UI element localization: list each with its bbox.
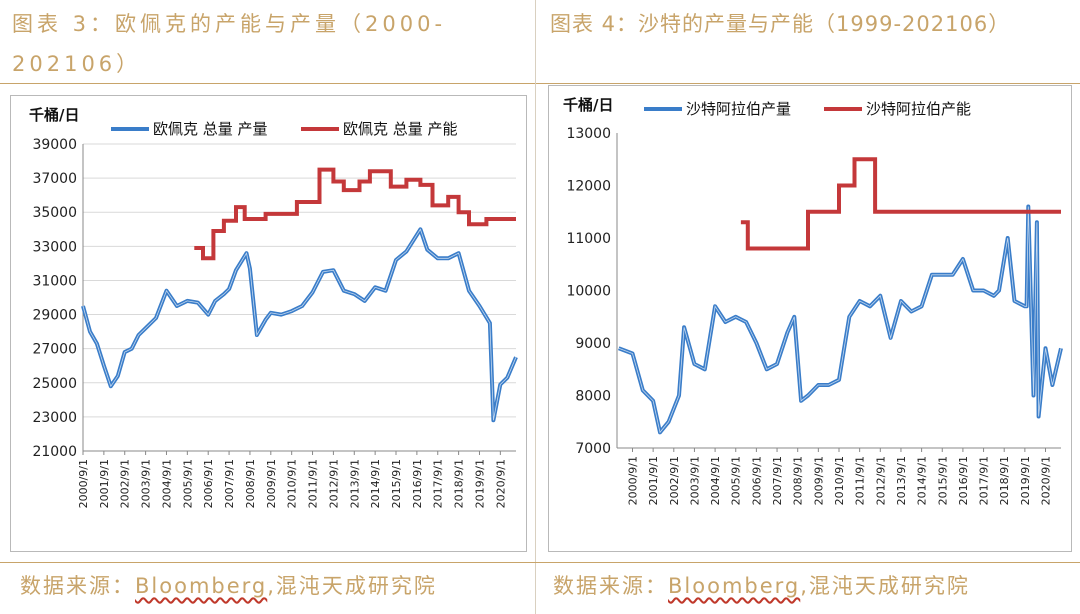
x-tick-label: 2014/9/1 <box>369 459 382 508</box>
x-tick-label: 2009/9/1 <box>265 459 278 508</box>
x-tick-label: 2000/9/1 <box>626 456 639 505</box>
y-tick-label: 39000 <box>32 137 77 153</box>
y-tick-label: 21000 <box>32 444 77 460</box>
y-tick-label: 33000 <box>32 239 77 255</box>
source-right: 数据来源：Bloomberg,混沌天成研究院 <box>553 570 970 600</box>
x-tick-label: 2013/9/1 <box>348 459 361 508</box>
x-tick-label: 2018/9/1 <box>453 459 466 508</box>
series-line-production <box>81 227 518 423</box>
chart-caption-right: 图表 4：沙特的产量与产能（1999-202106） <box>550 12 1011 36</box>
x-tick-label: 2002/9/1 <box>119 459 132 508</box>
chart-panel-right: 7000 8000 9000 10000 11000 12000 13000 2000/9/1… <box>548 85 1072 552</box>
x-tick-label: 2006/9/1 <box>202 459 215 508</box>
column-divider <box>535 0 536 614</box>
x-tick-label: 2008/9/1 <box>244 459 257 508</box>
x-tick-label: 2020/9/1 <box>1040 456 1053 505</box>
source-left-brand: Bloomberg <box>135 574 268 598</box>
x-tick-label: 2012/9/1 <box>874 456 887 505</box>
x-tick-label: 2015/9/1 <box>936 456 949 505</box>
legend-label: 沙特阿拉伯产量 <box>686 100 791 118</box>
x-tick-label: 2005/9/1 <box>181 459 194 508</box>
y-tick-label: 10000 <box>566 284 611 300</box>
x-tick-label: 2006/9/1 <box>750 456 763 505</box>
x-tick-label: 2010/9/1 <box>833 456 846 505</box>
x-tick-label: 2007/9/1 <box>771 456 784 505</box>
x-tick-label: 2004/9/1 <box>709 456 722 505</box>
x-tick-label: 2010/9/1 <box>286 459 299 508</box>
x-tick-label: 2004/9/1 <box>160 459 173 508</box>
y-tick-label: 37000 <box>32 171 77 187</box>
y-tick-label: 35000 <box>32 205 77 221</box>
y-tick-label: 27000 <box>32 342 77 358</box>
x-tick-label: 2003/9/1 <box>688 456 701 505</box>
saudi-chart: 7000 8000 9000 10000 11000 12000 13000 2000/9/1… <box>563 96 1063 505</box>
y-tick-label: 7000 <box>575 441 611 457</box>
series-line-production <box>617 204 1063 435</box>
x-tick-label: 2020/9/1 <box>494 459 507 508</box>
x-tick-label: 2017/9/1 <box>978 456 991 505</box>
series-line-capacity <box>194 167 516 261</box>
x-tick-label: 2018/9/1 <box>998 456 1011 505</box>
opec-chart: 21000 23000 25000 27000 29000 31000 33000 35000… <box>29 106 518 508</box>
y-tick-label: 12000 <box>566 179 611 195</box>
source-left: 数据来源：Bloomberg,混沌天成研究院 <box>20 570 437 600</box>
x-tick-label: 2016/9/1 <box>411 459 424 508</box>
x-tick-label: 2017/9/1 <box>432 459 445 508</box>
source-right-brand: Bloomberg <box>668 574 801 598</box>
source-left-suffix: ,混沌天成研究院 <box>267 574 437 598</box>
x-tick-label: 2011/9/1 <box>307 459 320 508</box>
y-tick-label: 13000 <box>566 126 611 142</box>
x-tick-label: 2007/9/1 <box>223 459 236 508</box>
chart-caption-left: 图表 3：欧佩克的产能与产量（2000-202106） <box>12 12 447 76</box>
y-axis-label: 千桶/日 <box>563 96 613 114</box>
source-right-suffix: ,混沌天成研究院 <box>800 574 970 598</box>
x-tick-label: 2008/9/1 <box>792 456 805 505</box>
y-tick-label: 23000 <box>32 410 77 426</box>
x-tick-label: 2019/9/1 <box>1019 456 1032 505</box>
x-tick-label: 2011/9/1 <box>854 456 867 505</box>
y-tick-label: 8000 <box>575 389 611 405</box>
series-line-capacity <box>740 157 1061 251</box>
x-tick-label: 2001/9/1 <box>647 456 660 505</box>
source-topline <box>0 562 1080 563</box>
chart-panel-left: 21000 23000 25000 27000 29000 31000 33000 35000… <box>10 95 527 552</box>
y-tick-label: 11000 <box>566 231 611 247</box>
y-tick-label: 29000 <box>32 308 77 324</box>
x-tick-label: 2013/9/1 <box>895 456 908 505</box>
x-tick-label: 2003/9/1 <box>140 459 153 508</box>
x-tick-label: 2002/9/1 <box>668 456 681 505</box>
x-tick-label: 2016/9/1 <box>957 456 970 505</box>
y-tick-label: 9000 <box>575 336 611 352</box>
x-tick-label: 2001/9/1 <box>98 459 111 508</box>
x-tick-label: 2009/9/1 <box>812 456 825 505</box>
x-tick-label: 2015/9/1 <box>390 459 403 508</box>
y-tick-label: 31000 <box>32 273 77 289</box>
y-tick-label: 25000 <box>32 376 77 392</box>
legend-label: 欧佩克 总量 产能 <box>343 120 458 138</box>
series-line-production-highlight <box>618 206 1062 434</box>
source-left-prefix: 数据来源： <box>20 574 135 598</box>
legend-label: 欧佩克 总量 产量 <box>153 120 268 138</box>
x-tick-label: 2014/9/1 <box>916 456 929 505</box>
caption-underline <box>0 83 1080 84</box>
x-tick-label: 2012/9/1 <box>327 459 340 508</box>
x-tick-label: 2005/9/1 <box>730 456 743 505</box>
source-right-prefix: 数据来源： <box>553 574 668 598</box>
x-tick-label: 2000/9/1 <box>77 459 90 508</box>
legend-label: 沙特阿拉伯产能 <box>866 100 971 118</box>
series-line-production-highlight <box>82 228 517 421</box>
y-axis-label: 千桶/日 <box>29 106 79 124</box>
x-tick-label: 2019/9/1 <box>473 459 486 508</box>
